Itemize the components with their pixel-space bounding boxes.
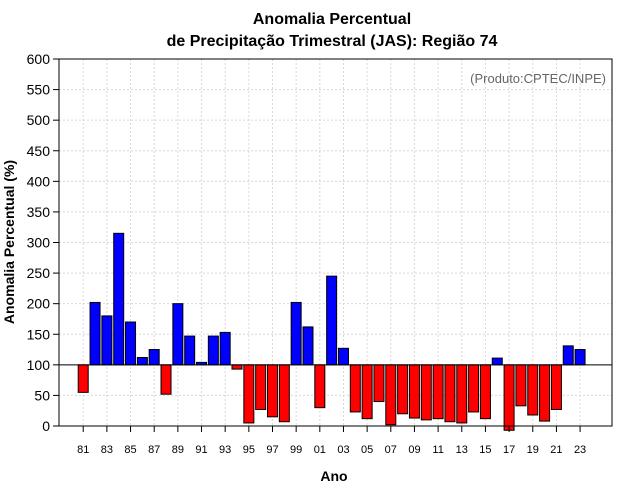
y-axis-ticks: 0 50 100 150 200 250 300 350 400 450 500 550 600 xyxy=(27,51,59,434)
y-tick-label: 350 xyxy=(27,204,51,220)
bar-18 xyxy=(515,364,527,407)
x-axis-ticks: 81 83 85 87 89 91 93 95 97 99 01 03 05 07 09 11 13 15 17 19… xyxy=(77,426,586,456)
x-tick-label: 23 xyxy=(574,444,586,456)
x-tick-label: 15 xyxy=(479,444,491,456)
bar-04 xyxy=(349,364,361,413)
x-tick-label: 13 xyxy=(456,444,468,456)
bar-11 xyxy=(432,364,444,420)
y-tick-label: 0 xyxy=(42,418,50,434)
bar-99 xyxy=(290,301,302,366)
x-tick-label: 19 xyxy=(527,444,539,456)
x-tick-label: 83 xyxy=(101,444,113,456)
y-tick-label: 250 xyxy=(27,265,51,281)
chart-title-line2: de Precipitação Trimestral (JAS): Região… xyxy=(167,33,498,50)
bar-88 xyxy=(160,364,172,395)
bar-89 xyxy=(172,303,184,366)
y-tick-label: 300 xyxy=(27,235,51,251)
y-tick-label: 450 xyxy=(27,143,51,159)
y-tick-label: 400 xyxy=(27,173,51,189)
bar-01 xyxy=(314,364,326,409)
x-tick-label: 91 xyxy=(195,444,207,456)
x-tick-label: 11 xyxy=(432,444,443,456)
y-tick-label: 600 xyxy=(27,51,51,67)
bar-85 xyxy=(125,321,137,366)
y-tick-label: 200 xyxy=(27,296,51,312)
credit-label: (Produto:CPTEC/INPE) xyxy=(470,71,606,86)
bar-82 xyxy=(89,301,101,366)
x-tick-label: 17 xyxy=(503,444,515,456)
bar-21 xyxy=(550,364,562,410)
bar-97 xyxy=(266,364,278,418)
x-tick-label: 81 xyxy=(77,444,89,456)
bars xyxy=(77,232,586,431)
bar-92 xyxy=(207,335,219,366)
bar-23 xyxy=(574,349,586,366)
bar-93 xyxy=(219,331,231,366)
x-tick-label: 85 xyxy=(124,444,136,456)
y-axis-label: Anomalia Percentual (%) xyxy=(1,160,17,324)
x-tick-label: 21 xyxy=(550,444,562,456)
x-tick-label: 07 xyxy=(385,444,397,456)
x-tick-label: 97 xyxy=(266,444,278,456)
x-tick-label: 93 xyxy=(219,444,231,456)
y-tick-label: 50 xyxy=(34,387,50,403)
x-tick-label: 05 xyxy=(361,444,373,456)
bar-08 xyxy=(397,364,409,415)
bar-02 xyxy=(326,275,338,366)
bar-09 xyxy=(408,364,420,419)
bar-00 xyxy=(302,326,314,366)
bar-13 xyxy=(456,364,468,424)
x-tick-label: 95 xyxy=(243,444,255,456)
bar-03 xyxy=(337,347,349,366)
bar-81 xyxy=(77,364,89,393)
bar-10 xyxy=(420,364,432,421)
x-axis-label: Ano xyxy=(320,468,347,484)
bar-22 xyxy=(562,345,574,366)
y-tick-label: 500 xyxy=(27,112,51,128)
x-tick-label: 99 xyxy=(290,444,302,456)
x-tick-label: 03 xyxy=(337,444,349,456)
bar-98 xyxy=(278,364,290,423)
x-tick-label: 89 xyxy=(172,444,184,456)
bar-06 xyxy=(373,364,385,403)
x-tick-label: 09 xyxy=(408,444,420,456)
x-tick-label: 01 xyxy=(314,444,326,456)
bar-94 xyxy=(231,364,243,370)
bar-84 xyxy=(113,232,125,366)
y-tick-label: 550 xyxy=(27,82,51,98)
bar-95 xyxy=(243,364,255,424)
x-tick-label: 87 xyxy=(148,444,160,456)
bar-17 xyxy=(503,364,515,431)
bar-16 xyxy=(491,357,503,366)
bar-05 xyxy=(361,364,373,420)
chart-title-line1: Anomalia Percentual xyxy=(253,11,411,28)
bar-20 xyxy=(539,364,551,422)
bar-83 xyxy=(101,315,113,366)
bar-90 xyxy=(184,335,196,366)
bar-87 xyxy=(148,349,160,366)
bar-96 xyxy=(255,364,267,410)
bar-12 xyxy=(444,364,456,423)
y-tick-label: 150 xyxy=(27,326,51,342)
bar-86 xyxy=(136,356,148,366)
bar-15 xyxy=(479,364,491,420)
bar-14 xyxy=(468,364,480,413)
y-tick-label: 100 xyxy=(27,357,51,373)
bar-19 xyxy=(527,364,539,416)
bar-07 xyxy=(385,364,397,426)
